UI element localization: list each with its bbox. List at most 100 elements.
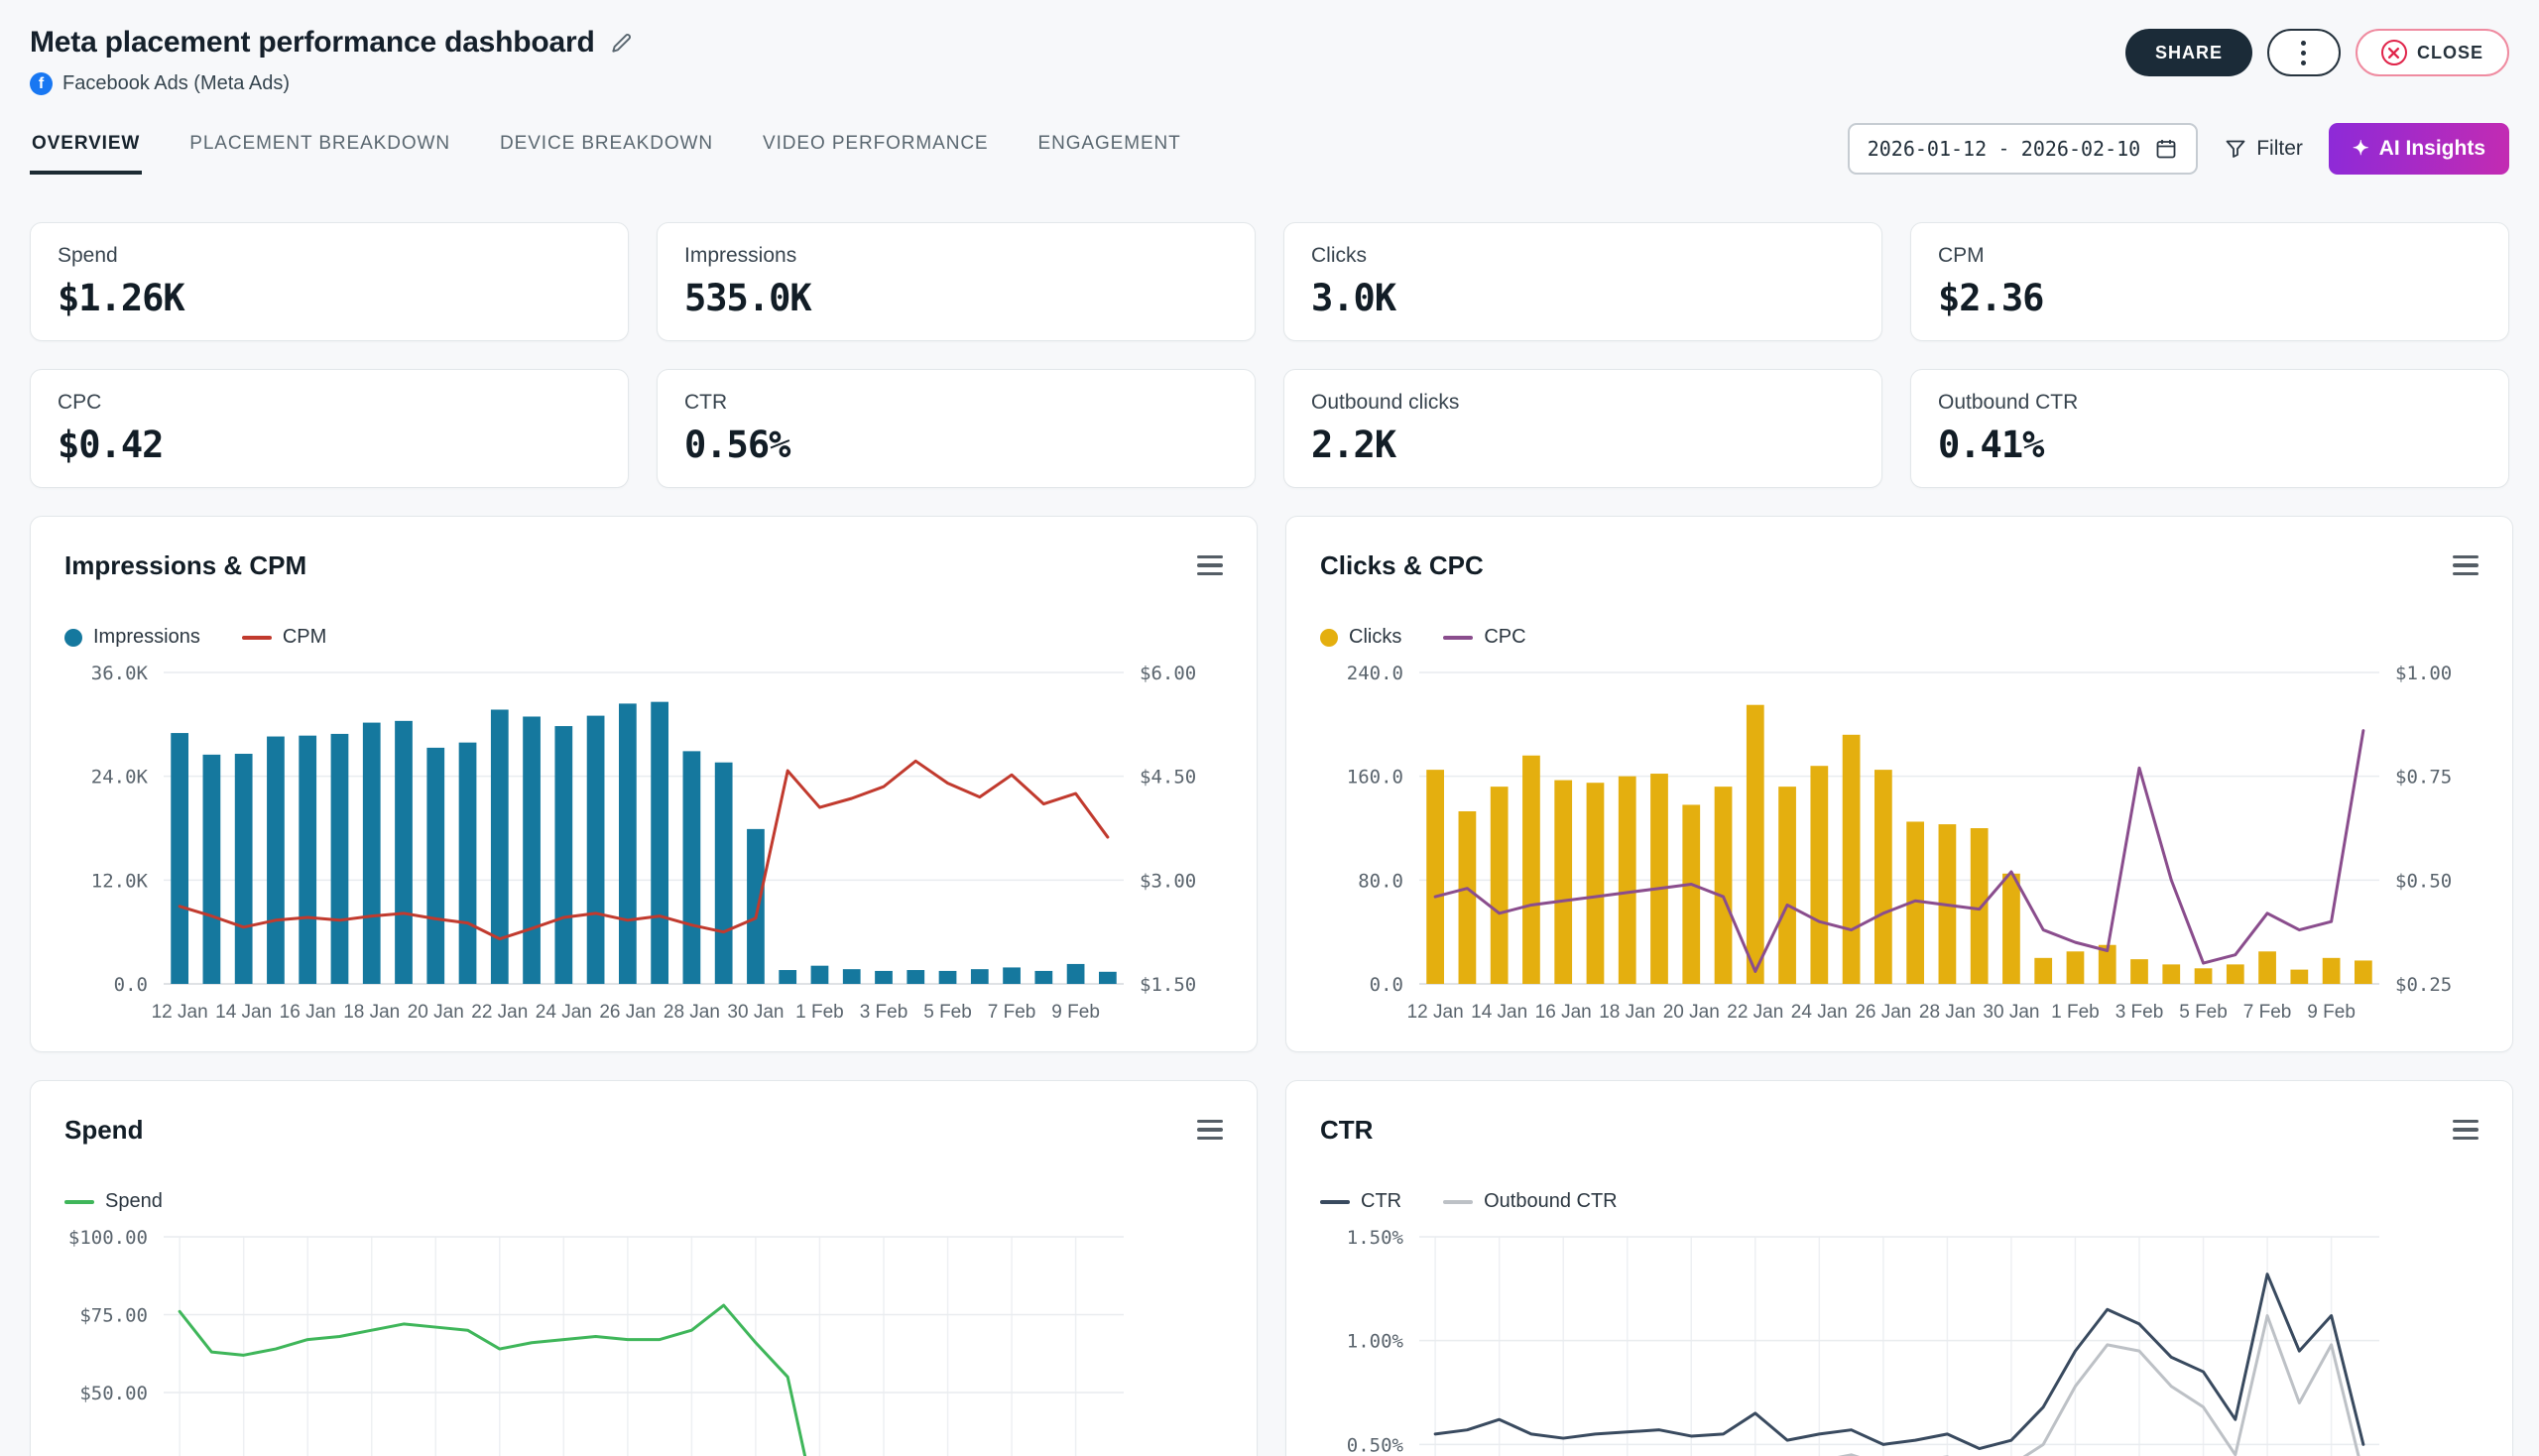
svg-text:12 Jan: 12 Jan bbox=[1407, 1002, 1464, 1023]
legend-swatch-cpm bbox=[241, 635, 272, 640]
svg-text:16 Jan: 16 Jan bbox=[1535, 1002, 1592, 1023]
date-end: 2026-02-10 bbox=[2020, 137, 2141, 161]
clicks-cpc-panel: Clicks & CPC Clicks CPC 0.0 80.0 160.0 240.… bbox=[1285, 516, 2513, 1052]
legend-item-spend: Spend bbox=[64, 1190, 163, 1213]
svg-text:14 Jan: 14 Jan bbox=[1471, 1002, 1527, 1023]
date-range-picker[interactable]: 2026-01-12 - 2026-02-10 bbox=[1847, 123, 2199, 175]
svg-text:1 Feb: 1 Feb bbox=[2051, 1002, 2100, 1023]
edit-title-button[interactable] bbox=[609, 30, 635, 56]
svg-text:22 Jan: 22 Jan bbox=[471, 1002, 528, 1023]
kpi-label: CPM bbox=[1938, 244, 1985, 267]
kpi-card-cpm: CPM $2.36 bbox=[1910, 222, 2509, 341]
chart-legend: Impressions CPM bbox=[64, 626, 1223, 649]
legend-item-impressions: Impressions bbox=[64, 626, 200, 649]
pencil-icon bbox=[611, 34, 631, 53]
svg-text:0.0: 0.0 bbox=[1370, 974, 1403, 996]
svg-text:24.0K: 24.0K bbox=[91, 767, 149, 789]
chart-menu-button[interactable] bbox=[1181, 546, 1223, 584]
legend-label: Clicks bbox=[1349, 626, 1402, 648]
svg-text:18 Jan: 18 Jan bbox=[343, 1002, 400, 1023]
svg-text:20 Jan: 20 Jan bbox=[408, 1002, 464, 1023]
header-actions: SHARE CLOSE bbox=[2124, 29, 2509, 76]
svg-text:9 Feb: 9 Feb bbox=[1051, 1002, 1100, 1023]
ai-insights-button[interactable]: ✦ AI Insights bbox=[2328, 123, 2509, 175]
legend-swatch-impressions bbox=[64, 628, 82, 647]
kpi-label: Impressions bbox=[684, 244, 797, 267]
svg-text:5 Feb: 5 Feb bbox=[2179, 1002, 2228, 1023]
legend-swatch-outbound-ctr bbox=[1443, 1199, 1474, 1204]
more-options-button[interactable] bbox=[2266, 29, 2341, 76]
chart-row-bottom: Spend Spend $25.00$50.00$75.00$100.0012 … bbox=[30, 1080, 2513, 1456]
kpi-card-clicks: Clicks 3.0K bbox=[1283, 222, 1882, 341]
data-source-label: Facebook Ads (Meta Ads) bbox=[62, 72, 291, 94]
svg-text:18 Jan: 18 Jan bbox=[1599, 1002, 1655, 1023]
kpi-label: Spend bbox=[58, 244, 118, 267]
impressions-cpm-panel: Impressions & CPM Impressions CPM 0.0 12.… bbox=[30, 516, 1258, 1052]
chart-menu-button[interactable] bbox=[2437, 546, 2479, 584]
kpi-label: Clicks bbox=[1311, 244, 1367, 267]
share-button[interactable]: SHARE bbox=[2124, 29, 2252, 76]
tab-engagement[interactable]: ENGAGEMENT bbox=[1036, 127, 1183, 175]
header: Meta placement performance dashboard f F… bbox=[30, 26, 2509, 95]
legend-label: Outbound CTR bbox=[1484, 1190, 1618, 1212]
legend-swatch-cpc bbox=[1443, 635, 1474, 640]
svg-text:$6.00: $6.00 bbox=[1140, 663, 1196, 684]
chart-menu-button[interactable] bbox=[2437, 1111, 2479, 1149]
svg-text:$3.00: $3.00 bbox=[1140, 870, 1196, 892]
kpi-grid: Spend $1.26K Impressions 535.0K Clicks 3… bbox=[30, 222, 2509, 488]
sparkle-icon: ✦ bbox=[2352, 138, 2369, 160]
svg-text:$1.00: $1.00 bbox=[2395, 663, 2452, 684]
tab-video-performance[interactable]: VIDEO PERFORMANCE bbox=[761, 127, 991, 175]
kpi-label: Outbound clicks bbox=[1311, 391, 1460, 414]
tab-device-breakdown[interactable]: DEVICE BREAKDOWN bbox=[498, 127, 715, 175]
svg-text:36.0K: 36.0K bbox=[91, 663, 149, 684]
svg-text:$75.00: $75.00 bbox=[79, 1305, 148, 1327]
svg-text:14 Jan: 14 Jan bbox=[215, 1002, 272, 1023]
legend-swatch-spend bbox=[64, 1199, 94, 1204]
legend-label: Impressions bbox=[93, 626, 200, 648]
svg-text:24 Jan: 24 Jan bbox=[536, 1002, 592, 1023]
tab-placement-breakdown[interactable]: PLACEMENT BREAKDOWN bbox=[187, 127, 452, 175]
date-start: 2026-01-12 bbox=[1867, 137, 1988, 161]
svg-text:$1.50: $1.50 bbox=[1140, 974, 1196, 996]
svg-text:16 Jan: 16 Jan bbox=[280, 1002, 336, 1023]
filter-button[interactable]: Filter bbox=[2224, 137, 2303, 161]
kpi-card-impressions: Impressions 535.0K bbox=[657, 222, 1256, 341]
kpi-label: CTR bbox=[684, 391, 728, 414]
kpi-card-spend: Spend $1.26K bbox=[30, 222, 629, 341]
svg-text:3 Feb: 3 Feb bbox=[2116, 1002, 2164, 1023]
close-icon bbox=[2380, 40, 2407, 65]
tabs: OVERVIEW PLACEMENT BREAKDOWN DEVICE BREA… bbox=[30, 127, 1183, 175]
chart-legend: Clicks CPC bbox=[1320, 626, 2479, 649]
svg-text:24 Jan: 24 Jan bbox=[1791, 1002, 1848, 1023]
chart-menu-button[interactable] bbox=[1181, 1111, 1223, 1149]
kpi-value: 535.0K bbox=[684, 277, 812, 319]
svg-text:1.00%: 1.00% bbox=[1347, 1331, 1404, 1353]
svg-text:240.0: 240.0 bbox=[1347, 663, 1403, 684]
svg-text:$0.50: $0.50 bbox=[2395, 870, 2452, 892]
legend-label: CPC bbox=[1484, 626, 1526, 648]
svg-text:7 Feb: 7 Feb bbox=[988, 1002, 1036, 1023]
kebab-icon bbox=[2301, 40, 2307, 46]
kpi-value: $2.36 bbox=[1938, 277, 2044, 319]
hamburger-icon bbox=[2453, 554, 2479, 559]
kpi-card-ctr: CTR 0.56% bbox=[657, 369, 1256, 488]
kpi-value: 2.2K bbox=[1311, 424, 1396, 466]
close-button[interactable]: CLOSE bbox=[2355, 29, 2509, 76]
legend-swatch-clicks bbox=[1320, 628, 1338, 647]
hamburger-icon bbox=[1197, 554, 1223, 559]
svg-text:20 Jan: 20 Jan bbox=[1663, 1002, 1720, 1023]
svg-text:28 Jan: 28 Jan bbox=[664, 1002, 720, 1023]
chart-legend: CTR Outbound CTR bbox=[1320, 1190, 2479, 1213]
legend-swatch-ctr bbox=[1320, 1199, 1350, 1204]
legend-label: CPM bbox=[282, 626, 327, 648]
legend-item-cpm: CPM bbox=[241, 626, 327, 649]
tab-overview[interactable]: OVERVIEW bbox=[30, 127, 143, 175]
close-label: CLOSE bbox=[2416, 42, 2483, 62]
hamburger-icon bbox=[2453, 1119, 2479, 1124]
svg-text:3 Feb: 3 Feb bbox=[860, 1002, 908, 1023]
svg-text:$0.75: $0.75 bbox=[2395, 767, 2452, 789]
kpi-label: CPC bbox=[58, 391, 102, 414]
legend-label: Spend bbox=[105, 1190, 163, 1212]
